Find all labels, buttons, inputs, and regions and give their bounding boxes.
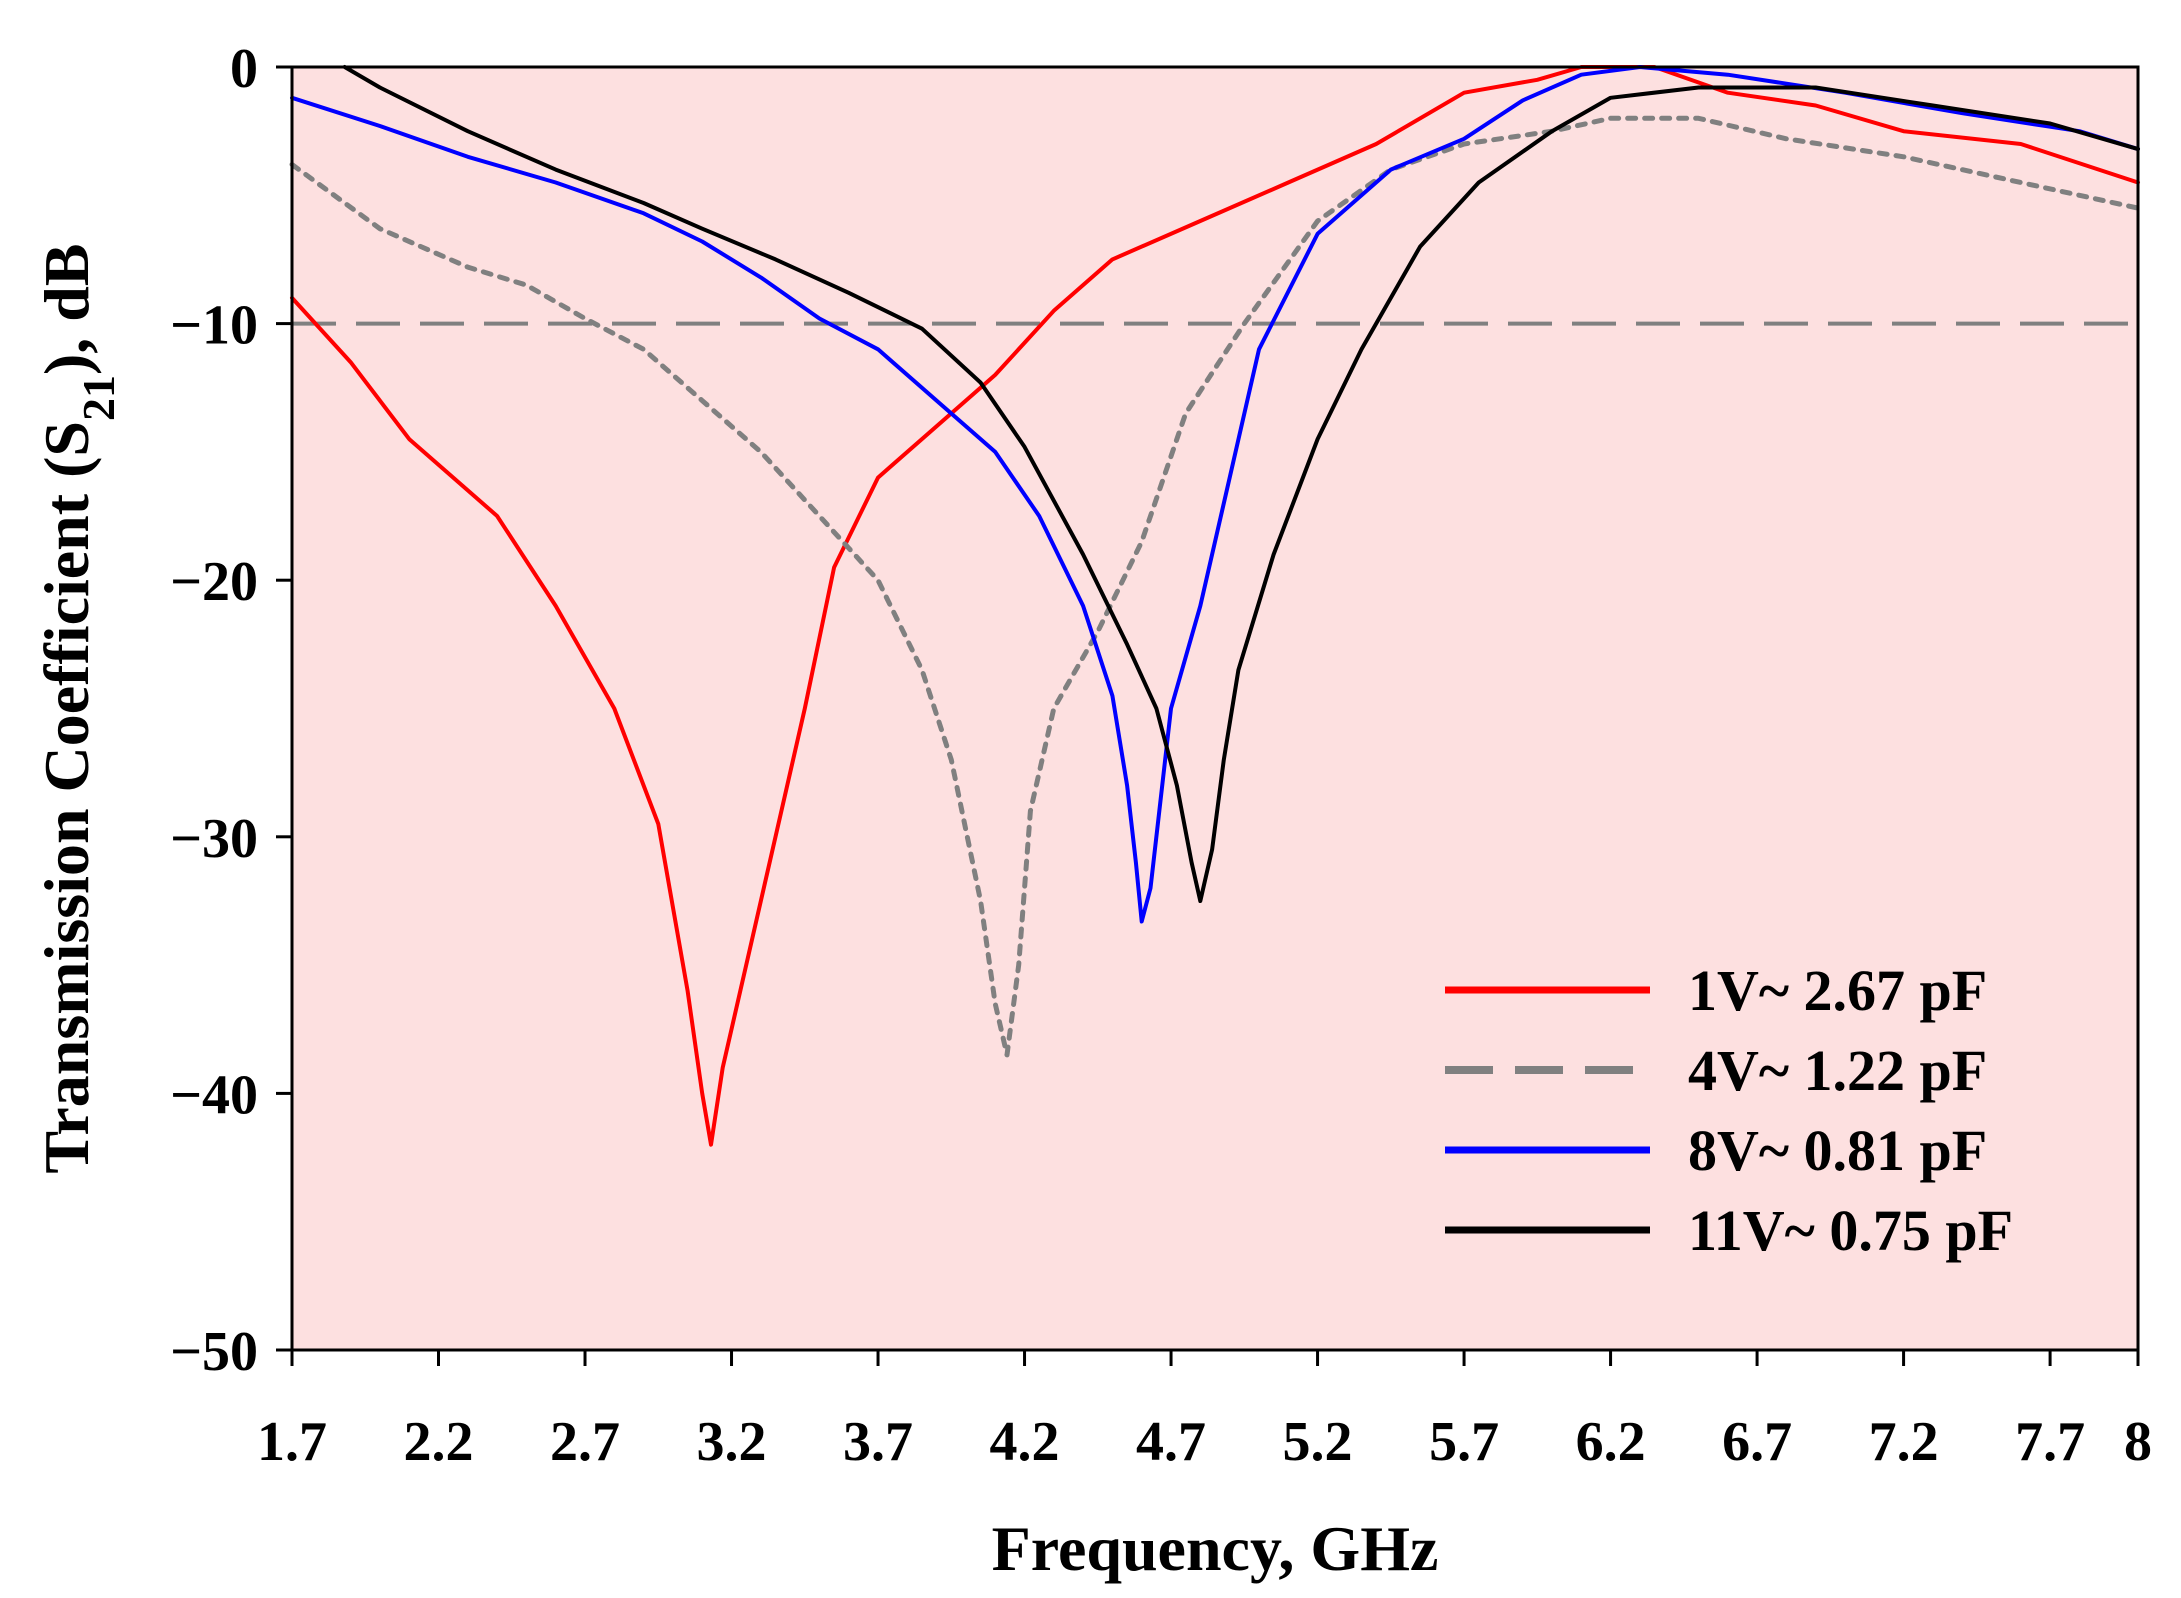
y-axis-title: Transmission Coefficient (S21), dB [31,243,124,1173]
y-axis-title-subscript: 21 [73,375,124,421]
x-tick-label: 8 [2124,1411,2152,1473]
plot-background [292,67,2138,1350]
y-tick-label: −50 [170,1321,258,1383]
x-tick-label: 1.7 [257,1411,327,1473]
x-tick-label: 7.2 [1869,1411,1939,1473]
series-line-3 [290,65,2140,924]
x-tick-label: 6.7 [1722,1411,1792,1473]
y-tick-label: 0 [230,38,258,100]
legend-label-1: 1V~ 2.67 pF [1688,958,1987,1023]
series-line-2 [289,115,2141,1058]
y-axis-title-main: Transmission Coefficient (S [31,421,102,1174]
legend-label-2: 4V~ 1.22 pF [1688,1038,1987,1103]
x-tick-label: 3.2 [697,1411,767,1473]
legend: 1V~ 2.67 pF 4V~ 1.22 pF 8V~ 0.81 pF 11V~ 0.… [1445,958,2013,1263]
x-tick-label: 2.7 [550,1411,620,1473]
y-axis-title-tail: ), dB [31,243,102,375]
plot-frame [290,65,2140,1352]
y-tick-label: −20 [170,551,258,613]
axis-ticks: 1.7 2.2 2.7 3.2 3.7 4.2 4.7 5.2 5.7 6.2 6.7 7.2 7.7 8… [170,38,2152,1473]
legend-label-3: 8V~ 0.81 pF [1688,1118,1987,1183]
y-tick-label: −10 [170,295,258,357]
x-tick-label: 4.2 [990,1411,1060,1473]
x-tick-label: 2.2 [404,1411,474,1473]
x-tick-label: 5.2 [1283,1411,1353,1473]
x-tick-label: 3.7 [843,1411,913,1473]
x-tick-label: 5.7 [1429,1411,1499,1473]
y-tick-label: −40 [170,1064,258,1126]
x-axis-title: Frequency, GHz [992,1513,1439,1584]
legend-label-4: 11V~ 0.75 pF [1688,1198,2013,1263]
y-tick-label: −30 [170,808,258,870]
x-tick-label: 4.7 [1136,1411,1206,1473]
series-line-4 [342,65,2140,903]
x-tick-label: 7.7 [2015,1411,2085,1473]
x-tick-label: 6.2 [1576,1411,1646,1473]
